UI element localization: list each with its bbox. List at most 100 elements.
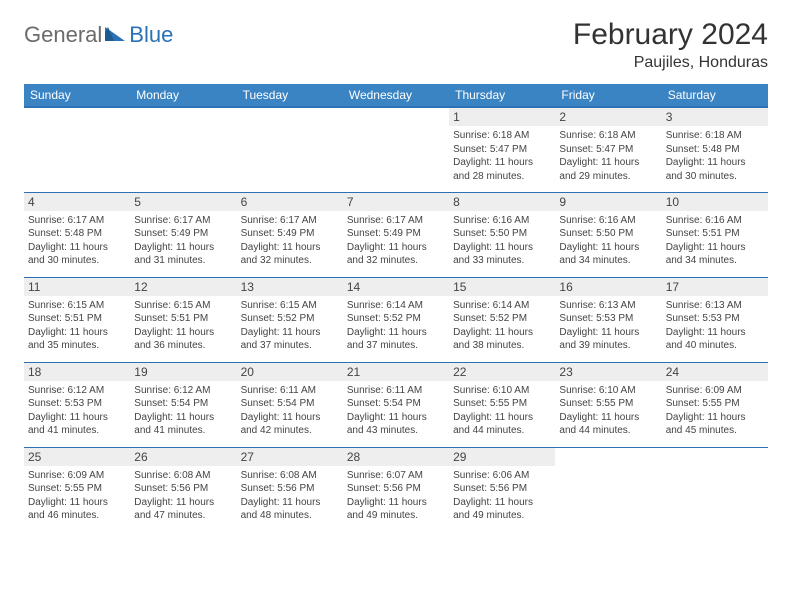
calendar-week-row: 1Sunrise: 6:18 AMSunset: 5:47 PMDaylight… xyxy=(24,107,768,192)
day-number: 9 xyxy=(555,193,661,211)
calendar-body: 1Sunrise: 6:18 AMSunset: 5:47 PMDaylight… xyxy=(24,107,768,532)
day-details: Sunrise: 6:06 AMSunset: 5:56 PMDaylight:… xyxy=(453,469,551,523)
sunset-line: Sunset: 5:56 PM xyxy=(134,482,232,496)
day-number: 23 xyxy=(555,363,661,381)
day-details: Sunrise: 6:16 AMSunset: 5:50 PMDaylight:… xyxy=(453,214,551,268)
sunset-line: Sunset: 5:51 PM xyxy=(666,227,764,241)
calendar-day-cell: 25Sunrise: 6:09 AMSunset: 5:55 PMDayligh… xyxy=(24,447,130,532)
day-number: 25 xyxy=(24,448,130,466)
day-number: 12 xyxy=(130,278,236,296)
sunrise-line: Sunrise: 6:18 AM xyxy=(559,129,657,143)
daylight-line: Daylight: 11 hours and 32 minutes. xyxy=(241,241,339,268)
sunset-line: Sunset: 5:47 PM xyxy=(559,143,657,157)
day-details: Sunrise: 6:15 AMSunset: 5:52 PMDaylight:… xyxy=(241,299,339,353)
sunrise-line: Sunrise: 6:16 AM xyxy=(453,214,551,228)
day-details: Sunrise: 6:07 AMSunset: 5:56 PMDaylight:… xyxy=(347,469,445,523)
daylight-line: Daylight: 11 hours and 40 minutes. xyxy=(666,326,764,353)
sunset-line: Sunset: 5:52 PM xyxy=(347,312,445,326)
daylight-line: Daylight: 11 hours and 44 minutes. xyxy=(453,411,551,438)
day-details: Sunrise: 6:18 AMSunset: 5:47 PMDaylight:… xyxy=(559,129,657,183)
sunrise-line: Sunrise: 6:14 AM xyxy=(453,299,551,313)
sunset-line: Sunset: 5:53 PM xyxy=(559,312,657,326)
calendar-day-cell: 6Sunrise: 6:17 AMSunset: 5:49 PMDaylight… xyxy=(237,192,343,277)
sunrise-line: Sunrise: 6:13 AM xyxy=(559,299,657,313)
daylight-line: Daylight: 11 hours and 42 minutes. xyxy=(241,411,339,438)
daylight-line: Daylight: 11 hours and 37 minutes. xyxy=(241,326,339,353)
sunrise-line: Sunrise: 6:15 AM xyxy=(241,299,339,313)
sunrise-line: Sunrise: 6:17 AM xyxy=(347,214,445,228)
sunrise-line: Sunrise: 6:11 AM xyxy=(347,384,445,398)
day-number: 2 xyxy=(555,108,661,126)
daylight-line: Daylight: 11 hours and 48 minutes. xyxy=(241,496,339,523)
sunrise-line: Sunrise: 6:11 AM xyxy=(241,384,339,398)
weekday-friday: Friday xyxy=(555,84,661,107)
calendar-day-cell: 20Sunrise: 6:11 AMSunset: 5:54 PMDayligh… xyxy=(237,362,343,447)
day-number: 6 xyxy=(237,193,343,211)
calendar-week-row: 4Sunrise: 6:17 AMSunset: 5:48 PMDaylight… xyxy=(24,192,768,277)
sunset-line: Sunset: 5:48 PM xyxy=(28,227,126,241)
calendar-day-cell: 1 Sunrise: 6:18 AMSunset: 5:47 PMDaylight… xyxy=(449,107,555,192)
sunrise-line: Sunrise: 6:14 AM xyxy=(347,299,445,313)
weekday-thursday: Thursday xyxy=(449,84,555,107)
daylight-line: Daylight: 11 hours and 34 minutes. xyxy=(559,241,657,268)
sunrise-line: Sunrise: 6:08 AM xyxy=(241,469,339,483)
logo-triangle-icon xyxy=(105,25,125,46)
daylight-line: Daylight: 11 hours and 45 minutes. xyxy=(666,411,764,438)
day-number: 15 xyxy=(449,278,555,296)
daylight-line: Daylight: 11 hours and 43 minutes. xyxy=(347,411,445,438)
day-number: 22 xyxy=(449,363,555,381)
sunset-line: Sunset: 5:56 PM xyxy=(453,482,551,496)
daylight-line: Daylight: 11 hours and 36 minutes. xyxy=(134,326,232,353)
calendar-day-cell xyxy=(343,107,449,192)
daylight-line: Daylight: 11 hours and 49 minutes. xyxy=(453,496,551,523)
sunrise-line: Sunrise: 6:16 AM xyxy=(559,214,657,228)
calendar-table: Sunday Monday Tuesday Wednesday Thursday… xyxy=(24,84,768,532)
day-number: 28 xyxy=(343,448,449,466)
daylight-line: Daylight: 11 hours and 44 minutes. xyxy=(559,411,657,438)
calendar-day-cell: 24Sunrise: 6:09 AMSunset: 5:55 PMDayligh… xyxy=(662,362,768,447)
daylight-line: Daylight: 11 hours and 47 minutes. xyxy=(134,496,232,523)
day-details: Sunrise: 6:12 AMSunset: 5:54 PMDaylight:… xyxy=(134,384,232,438)
calendar-day-cell: 12Sunrise: 6:15 AMSunset: 5:51 PMDayligh… xyxy=(130,277,236,362)
sunset-line: Sunset: 5:55 PM xyxy=(666,397,764,411)
sunset-line: Sunset: 5:49 PM xyxy=(241,227,339,241)
day-number: 19 xyxy=(130,363,236,381)
calendar-day-cell: 3Sunrise: 6:18 AMSunset: 5:48 PMDaylight… xyxy=(662,107,768,192)
day-details: Sunrise: 6:18 AMSunset: 5:47 PMDaylight:… xyxy=(453,129,551,183)
day-number: 13 xyxy=(237,278,343,296)
day-details: Sunrise: 6:09 AMSunset: 5:55 PMDaylight:… xyxy=(666,384,764,438)
day-number: 26 xyxy=(130,448,236,466)
day-number: 5 xyxy=(130,193,236,211)
title-block: February 2024 Paujiles, Honduras xyxy=(573,18,768,72)
calendar-day-cell: 21Sunrise: 6:11 AMSunset: 5:54 PMDayligh… xyxy=(343,362,449,447)
weekday-header-row: Sunday Monday Tuesday Wednesday Thursday… xyxy=(24,84,768,107)
sunrise-line: Sunrise: 6:18 AM xyxy=(453,129,551,143)
sunrise-line: Sunrise: 6:07 AM xyxy=(347,469,445,483)
day-number: 17 xyxy=(662,278,768,296)
sunset-line: Sunset: 5:56 PM xyxy=(347,482,445,496)
sunset-line: Sunset: 5:47 PM xyxy=(453,143,551,157)
calendar-day-cell xyxy=(24,107,130,192)
day-number: 1 xyxy=(449,108,555,126)
day-number: 20 xyxy=(237,363,343,381)
sunset-line: Sunset: 5:52 PM xyxy=(241,312,339,326)
calendar-day-cell: 29 Sunrise: 6:06 AMSunset: 5:56 PMDayligh… xyxy=(449,447,555,532)
daylight-line: Daylight: 11 hours and 30 minutes. xyxy=(666,156,764,183)
sunset-line: Sunset: 5:50 PM xyxy=(453,227,551,241)
daylight-line: Daylight: 11 hours and 34 minutes. xyxy=(666,241,764,268)
weekday-tuesday: Tuesday xyxy=(237,84,343,107)
day-details: Sunrise: 6:16 AMSunset: 5:50 PMDaylight:… xyxy=(559,214,657,268)
weekday-sunday: Sunday xyxy=(24,84,130,107)
day-details: Sunrise: 6:11 AMSunset: 5:54 PMDaylight:… xyxy=(347,384,445,438)
day-number: 29 xyxy=(449,448,555,466)
daylight-line: Daylight: 11 hours and 32 minutes. xyxy=(347,241,445,268)
logo-text-blue: Blue xyxy=(129,22,173,48)
weekday-monday: Monday xyxy=(130,84,236,107)
calendar-day-cell: 10Sunrise: 6:16 AMSunset: 5:51 PMDayligh… xyxy=(662,192,768,277)
sunrise-line: Sunrise: 6:16 AM xyxy=(666,214,764,228)
sunrise-line: Sunrise: 6:15 AM xyxy=(134,299,232,313)
daylight-line: Daylight: 11 hours and 31 minutes. xyxy=(134,241,232,268)
calendar-week-row: 18Sunrise: 6:12 AMSunset: 5:53 PMDayligh… xyxy=(24,362,768,447)
daylight-line: Daylight: 11 hours and 28 minutes. xyxy=(453,156,551,183)
daylight-line: Daylight: 11 hours and 46 minutes. xyxy=(28,496,126,523)
